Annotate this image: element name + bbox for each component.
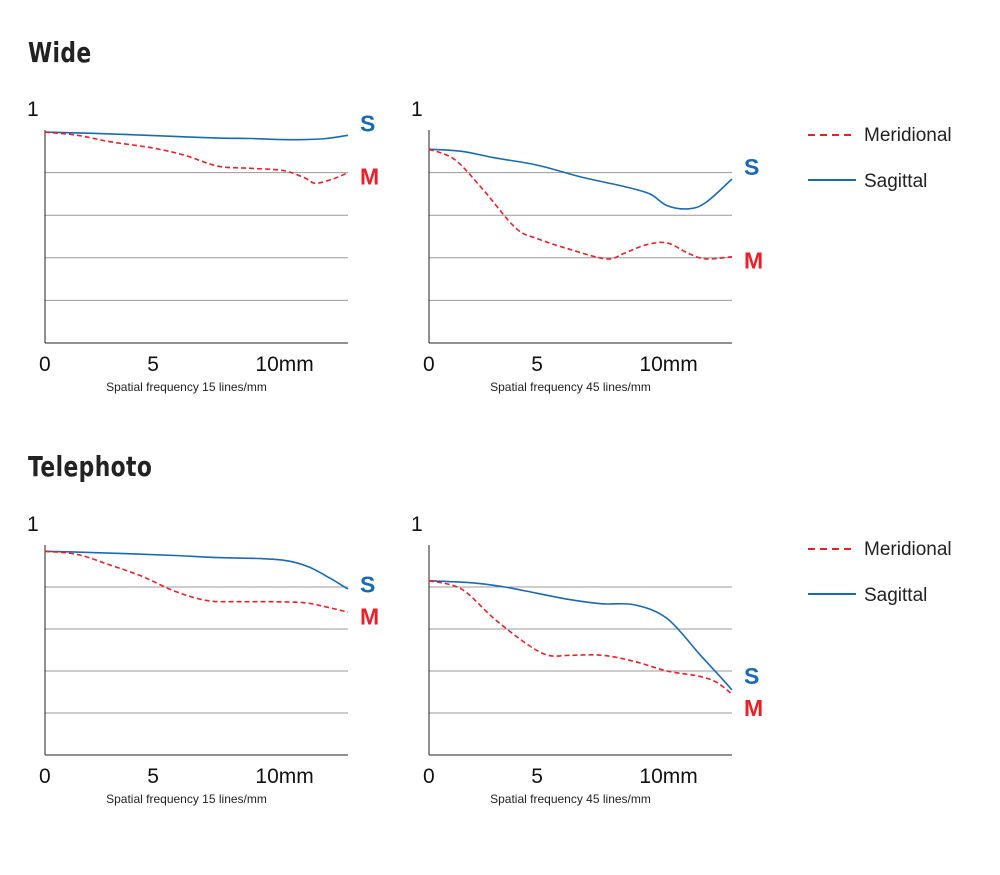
x-tick-label: 0	[39, 765, 51, 788]
x-tick-label: 0	[423, 765, 435, 788]
x-tick-label: 0	[423, 353, 435, 376]
mtf-chart-2: 1 0 5 10mm Spatial frequency 45 lines/mm S M	[411, 98, 763, 394]
sagittal-line	[428, 579, 733, 691]
meridional-end-label: M	[360, 164, 379, 190]
sagittal-end-label: S	[744, 154, 759, 180]
y-max-tick-label: 1	[411, 98, 423, 121]
x-tick-label: 10mm	[255, 765, 313, 788]
meridional-line	[44, 131, 349, 185]
x-tick-label: 10mm	[255, 353, 313, 376]
x-axis-label: Spatial frequency 45 lines/mm	[490, 380, 651, 394]
sagittal-line	[428, 148, 733, 210]
sagittal-end-label: S	[744, 663, 759, 689]
legend-sagittal-label: Sagittal	[864, 585, 927, 606]
legend-telephoto: Meridional Sagittal	[808, 539, 952, 606]
mtf-chart-3: 1 0 5 10mm Spatial frequency 15 lines/mm SM	[27, 513, 379, 806]
legend-meridional-label: Meridional	[864, 125, 952, 146]
x-axis-label: Spatial frequency 45 lines/mm	[490, 792, 651, 806]
sagittal-end-label: S	[360, 572, 375, 598]
sagittal-line	[44, 131, 349, 141]
x-axis-label: Spatial frequency 15 lines/mm	[106, 792, 267, 806]
meridional-line	[428, 579, 733, 695]
legend-wide: Meridional Sagittal	[808, 125, 952, 192]
x-tick-label: 5	[531, 353, 543, 376]
legend-meridional-label: Meridional	[864, 539, 952, 560]
meridional-end-label: M	[744, 248, 763, 274]
x-tick-label: 5	[147, 765, 159, 788]
x-tick-label: 5	[147, 353, 159, 376]
sagittal-end-label: S	[360, 110, 375, 136]
y-max-tick-label: 1	[411, 513, 423, 536]
x-tick-label: 10mm	[639, 765, 697, 788]
x-tick-label: 10mm	[639, 353, 697, 376]
x-tick-label: 5	[531, 765, 543, 788]
sagittal-line	[44, 550, 349, 590]
meridional-end-label: M	[744, 695, 763, 721]
mtf-chart-1: 1 0 5 10mm Spatial frequency 15 lines/mm S M	[27, 98, 379, 394]
meridional-end-label: M	[360, 604, 379, 630]
y-max-tick-label: 1	[27, 98, 39, 121]
y-max-tick-label: 1	[27, 513, 39, 536]
section-title-telephoto: Telephoto	[28, 450, 153, 483]
legend-sagittal-label: Sagittal	[864, 171, 927, 192]
x-tick-label: 0	[39, 353, 51, 376]
x-axis-label: Spatial frequency 15 lines/mm	[106, 380, 267, 394]
meridional-line	[428, 148, 733, 260]
section-title-wide: Wide	[28, 36, 92, 69]
meridional-line	[44, 550, 349, 613]
mtf-chart-4: 1 0 5 10mm Spatial frequency 45 lines/mm SM	[411, 513, 763, 806]
